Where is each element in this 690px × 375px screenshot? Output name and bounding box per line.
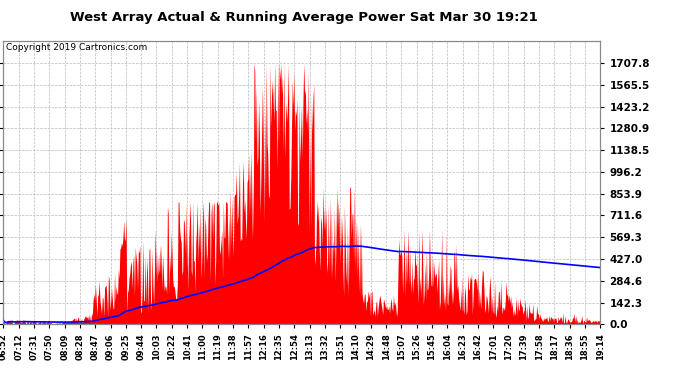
Text: Average  (DC Watts): Average (DC Watts)	[417, 31, 521, 40]
Text: Copyright 2019 Cartronics.com: Copyright 2019 Cartronics.com	[6, 43, 147, 52]
Text: West Array Actual & Running Average Power Sat Mar 30 19:21: West Array Actual & Running Average Powe…	[70, 11, 538, 24]
Text: West Array  (DC Watts): West Array (DC Watts)	[559, 31, 677, 40]
